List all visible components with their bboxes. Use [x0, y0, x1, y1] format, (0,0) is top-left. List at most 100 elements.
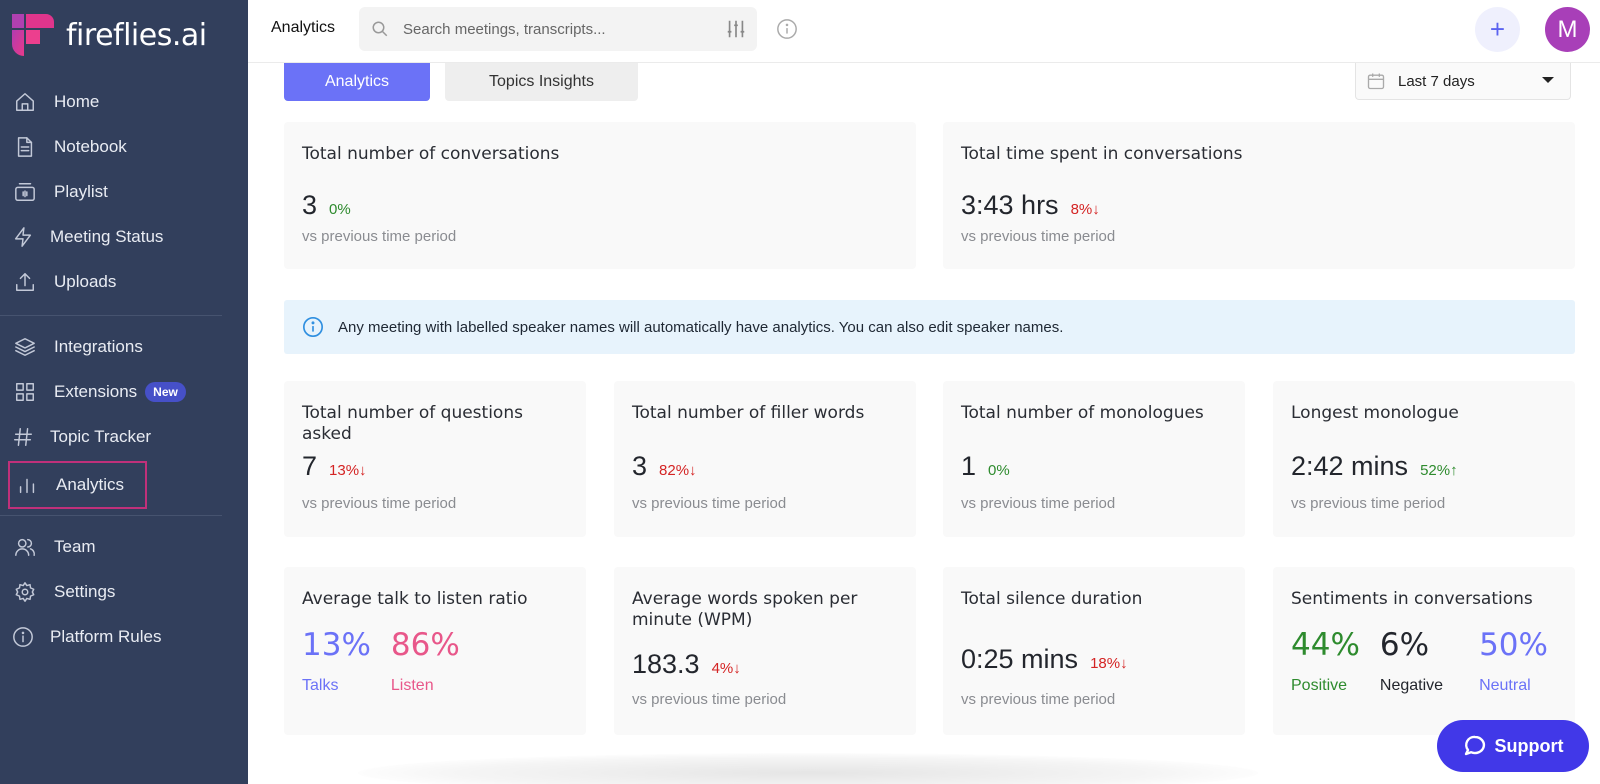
upload-icon	[12, 269, 38, 295]
sidebar-item-label: Team	[54, 537, 96, 556]
sidebar-item-platform-rules[interactable]: Platform Rules	[8, 615, 161, 659]
search-bar[interactable]	[359, 7, 757, 51]
info-icon	[12, 624, 34, 650]
card-value: 0:25 mins	[961, 644, 1079, 674]
card-value: 2:42 mins	[1291, 451, 1409, 481]
talks-value: 13%	[302, 627, 371, 663]
card-vs-label: vs previous time period	[961, 228, 1116, 245]
card-vs-label: vs previous time period	[1291, 495, 1446, 512]
bar-chart-icon	[14, 472, 40, 498]
talk-listen-values: 13% Talks 86% Listen	[302, 627, 480, 695]
tab-topics-insights[interactable]: Topics Insights	[445, 63, 638, 101]
card-value: 3:43 hrs	[961, 190, 1059, 220]
sidebar-item-topic-tracker[interactable]: Topic Tracker	[8, 415, 151, 459]
info-icon	[303, 317, 323, 337]
card-total-conversations: Total number of conversations 3 0% vs pr…	[284, 122, 916, 269]
card-value-row: 3 0%	[302, 190, 351, 221]
neutral-label: Neutral	[1479, 677, 1531, 694]
date-range-label: Last 7 days	[1398, 72, 1475, 90]
sidebar-item-label: Uploads	[54, 272, 117, 291]
sidebar-item-analytics[interactable]: Analytics	[8, 461, 147, 509]
neutral-value: 50%	[1479, 627, 1548, 663]
card-title: Total number of conversations	[302, 144, 560, 164]
card-talk-listen-ratio: Average talk to listen ratio 13% Talks 8…	[284, 567, 586, 735]
card-filler-words: Total number of filler words 3 82%↓ vs p…	[614, 381, 916, 537]
date-range-dropdown[interactable]: Last 7 days	[1355, 63, 1571, 100]
sidebar-item-meeting-status[interactable]: Meeting Status	[8, 215, 163, 259]
positive-column: 44% Positive	[1291, 627, 1360, 695]
avatar[interactable]: M	[1545, 7, 1590, 52]
card-vs-label: vs previous time period	[302, 228, 457, 245]
card-title: Total number of questions asked	[302, 403, 523, 444]
card-vs-label: vs previous time period	[632, 495, 787, 512]
card-value-row: 3 82%↓	[632, 451, 697, 482]
card-delta: 82%↓	[659, 462, 697, 479]
sidebar-divider	[0, 515, 222, 516]
sidebar-item-integrations[interactable]: Integrations	[8, 325, 148, 369]
card-value-row: 3:43 hrs 8%↓	[961, 190, 1100, 221]
card-value: 7	[302, 451, 318, 481]
card-value-row: 2:42 mins 52%↑	[1291, 451, 1458, 482]
document-icon	[12, 134, 38, 160]
negative-column: 6% Negative	[1380, 627, 1443, 695]
info-icon[interactable]	[776, 18, 798, 40]
card-title: Total silence duration	[961, 589, 1143, 609]
add-button[interactable]: +	[1475, 7, 1520, 52]
card-monologues: Total number of monologues 1 0% vs previ…	[943, 381, 1245, 537]
card-sentiments: Sentiments in conversations 44% Positive…	[1273, 567, 1575, 735]
users-icon	[12, 534, 38, 560]
brand-logo[interactable]: fireflies.ai	[12, 14, 207, 56]
sidebar-item-notebook[interactable]: Notebook	[8, 125, 148, 169]
tab-analytics[interactable]: Analytics	[284, 63, 430, 101]
card-value-row: 0:25 mins 18%↓	[961, 644, 1128, 675]
calendar-icon	[1367, 73, 1385, 90]
listen-value: 86%	[390, 627, 460, 663]
sidebar-item-uploads[interactable]: Uploads	[8, 260, 148, 304]
card-title: Average words spoken per minute (WPM)	[632, 589, 858, 630]
card-total-time: Total time spent in conversations 3:43 h…	[943, 122, 1575, 269]
scroll-shadow	[358, 753, 1258, 784]
sentiment-values: 44% Positive 6% Negative 50% Neutral	[1291, 627, 1568, 695]
card-title: Total number of filler words	[632, 403, 865, 423]
banner-text: Any meeting with labelled speaker names …	[338, 318, 1064, 336]
card-value: 1	[961, 451, 977, 481]
card-title: Sentiments in conversations	[1291, 589, 1533, 609]
sidebar-item-label: Settings	[54, 582, 116, 601]
card-title: Total number of monologues	[961, 403, 1204, 423]
sidebar-item-label: Analytics	[56, 475, 125, 494]
sidebar-item-playlist[interactable]: Playlist	[8, 170, 148, 214]
card-vs-label: vs previous time period	[961, 495, 1116, 512]
sidebar-item-home[interactable]: Home	[8, 80, 148, 124]
card-delta: 18%↓	[1090, 655, 1128, 672]
card-delta: 8%↓	[1070, 201, 1100, 218]
sidebar-item-settings[interactable]: Settings	[8, 570, 148, 614]
sidebar-item-label: Meeting Status	[50, 227, 164, 246]
search-input[interactable]	[403, 20, 703, 38]
top-bar: Analytics + M	[248, 0, 1600, 63]
sidebar-item-extensions[interactable]: Extensions New	[8, 370, 208, 414]
layers-icon	[12, 334, 38, 360]
card-title: Total time spent in conversations	[961, 144, 1243, 164]
sidebar-item-label: Integrations	[54, 337, 143, 356]
filter-sliders-icon[interactable]	[725, 18, 747, 40]
sidebar-item-label: Extensions	[54, 382, 138, 401]
page-title: Analytics	[271, 19, 336, 36]
card-delta: 0%	[329, 201, 351, 218]
card-delta: 52%↑	[1420, 462, 1458, 479]
card-delta: 4%↓	[711, 660, 741, 677]
talks-column: 13% Talks	[302, 627, 371, 695]
sidebar-item-team[interactable]: Team	[8, 525, 148, 569]
sidebar-item-label: Platform Rules	[50, 627, 162, 646]
playlist-icon	[12, 179, 38, 205]
card-longest-monologue: Longest monologue 2:42 mins 52%↑ vs prev…	[1273, 381, 1575, 537]
positive-value: 44%	[1291, 627, 1360, 663]
new-badge: New	[145, 382, 186, 402]
home-icon	[12, 89, 38, 115]
gear-icon	[12, 579, 38, 605]
support-button[interactable]: Support	[1437, 720, 1589, 772]
info-banner: Any meeting with labelled speaker names …	[284, 300, 1575, 354]
sidebar-divider	[0, 315, 222, 316]
neutral-column: 50% Neutral	[1479, 627, 1548, 695]
hash-icon	[12, 424, 34, 450]
card-title: Longest monologue	[1291, 403, 1459, 423]
